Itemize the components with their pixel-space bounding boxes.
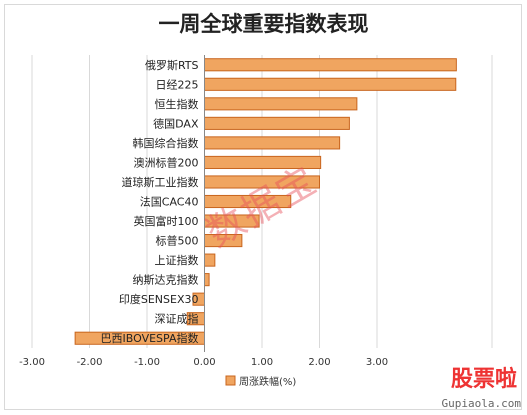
category-label: 上证指数 (155, 253, 199, 267)
chart-frame (4, 4, 522, 410)
category-label: 澳洲标普200 (134, 155, 199, 169)
bar (204, 77, 457, 91)
x-tick-label: 0.00 (193, 357, 215, 368)
category-label: 德国DAX (153, 116, 199, 130)
category-label: 俄罗斯RTS (145, 59, 199, 72)
bar (204, 136, 341, 150)
category-label: 英国富时100 (134, 214, 199, 228)
category-label: 巴西IBOVESPA指数 (101, 331, 199, 345)
site-url: Gupiaola.com (441, 397, 521, 410)
legend-label: 周涨跌幅(%) (239, 375, 296, 388)
category-label: 日经225 (156, 78, 199, 91)
legend-swatch (225, 375, 236, 386)
category-label: 标普500 (156, 234, 199, 248)
x-tick-label: -2.00 (77, 357, 103, 368)
site-logo: 股票啦 (450, 367, 517, 392)
category-label: 印度SENSEX30 (119, 292, 199, 306)
category-label: 道琼斯工业指数 (122, 175, 199, 189)
chart-title: 一周全球重要指数表现 (158, 12, 369, 36)
bar (204, 58, 457, 72)
x-tick-label: 1.00 (251, 357, 273, 368)
category-label: 恒生指数 (155, 97, 199, 111)
category-label: 韩国综合指数 (133, 136, 199, 150)
category-label: 纳斯达克指数 (133, 273, 199, 287)
bar (204, 97, 358, 111)
category-label: 深证成指 (155, 312, 199, 326)
x-tick-label: 3.00 (366, 357, 388, 368)
x-tick-label: 2.00 (308, 357, 330, 368)
bar (204, 116, 350, 130)
bar (204, 253, 216, 267)
bar (204, 273, 210, 287)
x-tick-label: -3.00 (19, 357, 45, 368)
category-label: 法国CAC40 (140, 195, 199, 209)
x-tick-label: -1.00 (134, 357, 160, 368)
